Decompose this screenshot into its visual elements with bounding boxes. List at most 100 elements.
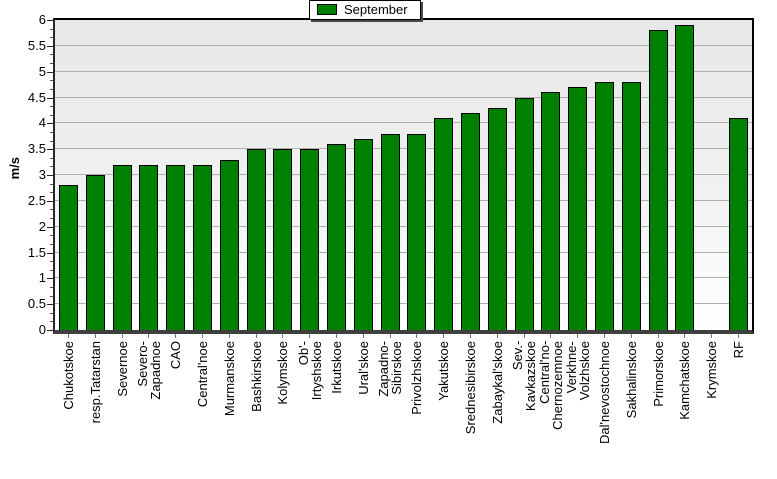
bar-primorskoe bbox=[648, 30, 668, 330]
y-tick-label: 3 bbox=[38, 167, 46, 182]
y-tick-mark bbox=[47, 72, 53, 73]
bar-central-noe bbox=[192, 164, 212, 330]
y-tick-mark bbox=[47, 175, 53, 176]
y-minor-tick-mark bbox=[50, 37, 53, 38]
y-tick-label: 3.5 bbox=[27, 141, 46, 157]
bar-kolymskoe bbox=[273, 149, 293, 330]
y-tick-mark bbox=[47, 20, 53, 21]
y-tick-mark bbox=[47, 278, 53, 279]
y-minor-tick-mark bbox=[50, 209, 53, 210]
bar-ural-skoe bbox=[353, 138, 373, 330]
y-tick-label: 0 bbox=[38, 322, 46, 337]
y-tick-mark bbox=[47, 201, 53, 202]
y-minor-tick-mark bbox=[50, 132, 53, 133]
gridline bbox=[55, 70, 752, 72]
y-minor-tick-mark bbox=[50, 218, 53, 219]
x-tick bbox=[443, 334, 445, 338]
gridline bbox=[55, 122, 752, 124]
gridline bbox=[55, 44, 752, 46]
y-minor-tick-mark bbox=[50, 261, 53, 262]
y-minor-tick-mark bbox=[50, 321, 53, 322]
y-minor-tick-mark bbox=[50, 235, 53, 236]
x-tick bbox=[389, 334, 391, 338]
gridline bbox=[55, 174, 752, 175]
y-tick-label: 5 bbox=[38, 63, 46, 79]
x-tick bbox=[121, 334, 123, 338]
bar-kamchatskoe bbox=[675, 25, 695, 330]
bar-central-no-chernozemnoe bbox=[541, 92, 561, 330]
x-tick bbox=[148, 334, 150, 338]
y-tick-label: 4 bbox=[38, 115, 46, 131]
y-minor-tick-mark bbox=[50, 166, 53, 167]
x-tick bbox=[711, 334, 713, 338]
bar-rf bbox=[729, 118, 749, 330]
y-tick-mark bbox=[47, 98, 53, 99]
x-tick bbox=[228, 334, 230, 338]
x-tick bbox=[523, 334, 525, 338]
y-tick-mark bbox=[47, 149, 53, 150]
y-minor-tick-mark bbox=[50, 63, 53, 64]
legend-label: September bbox=[344, 2, 408, 17]
bar-resp-tatarstan bbox=[85, 175, 105, 330]
x-tick bbox=[416, 334, 418, 338]
y-minor-tick-mark bbox=[50, 89, 53, 90]
bar-dal-nevostochnoe bbox=[595, 82, 615, 330]
y-tick-label: 2.5 bbox=[27, 192, 46, 208]
y-minor-tick-mark bbox=[50, 296, 53, 297]
x-tick bbox=[657, 334, 659, 338]
bar-yakutskoe bbox=[434, 118, 454, 330]
bar-sakhalinskoe bbox=[621, 82, 641, 330]
bar-privolzhskoe bbox=[407, 133, 427, 330]
plot-area bbox=[53, 18, 754, 334]
y-tick-mark bbox=[47, 253, 53, 254]
x-label-rf: RF bbox=[717, 341, 761, 358]
bar-cao bbox=[166, 164, 186, 330]
bar-bashkirskoe bbox=[246, 149, 266, 330]
x-tick bbox=[550, 334, 552, 338]
y-minor-tick-mark bbox=[50, 244, 53, 245]
y-tick-label: 4.5 bbox=[27, 89, 46, 105]
bar-verkhne-volzhskoe bbox=[568, 87, 588, 330]
gridline bbox=[55, 199, 752, 201]
x-axis: Chukotskoe resp.Tatarstan Severnoe Severo- … bbox=[55, 334, 752, 479]
bar-murmanskoe bbox=[219, 159, 239, 330]
bar-srednesibirskoe bbox=[461, 113, 481, 330]
x-tick bbox=[282, 334, 284, 338]
y-minor-tick-mark bbox=[50, 313, 53, 314]
y-tick-mark bbox=[47, 227, 53, 228]
y-minor-tick-mark bbox=[50, 184, 53, 185]
gridline bbox=[55, 148, 752, 150]
bar-zapadno-sibirskoe bbox=[380, 133, 400, 330]
x-tick bbox=[94, 334, 96, 338]
y-minor-tick-mark bbox=[50, 29, 53, 30]
y-minor-tick-mark bbox=[50, 287, 53, 288]
bar-severo-zapadnoe bbox=[139, 164, 159, 330]
y-tick-mark bbox=[47, 330, 53, 331]
bar-sev-kavkazskoe bbox=[514, 97, 534, 330]
x-tick bbox=[496, 334, 498, 338]
y-minor-tick-mark bbox=[50, 158, 53, 159]
x-tick bbox=[255, 334, 257, 338]
y-tick-label: 1 bbox=[38, 270, 46, 286]
gridline bbox=[55, 225, 752, 227]
x-tick bbox=[309, 334, 311, 338]
x-label-text: RF bbox=[731, 341, 747, 359]
y-minor-tick-mark bbox=[50, 80, 53, 81]
legend-swatch-icon bbox=[317, 4, 337, 15]
gridline bbox=[55, 96, 752, 98]
x-tick bbox=[362, 334, 364, 338]
y-tick-label: 1.5 bbox=[27, 244, 46, 260]
y-tick-label: 2 bbox=[38, 218, 46, 234]
y-minor-tick-mark bbox=[50, 270, 53, 271]
gridline bbox=[55, 277, 752, 279]
y-minor-tick-mark bbox=[50, 54, 53, 55]
x-tick bbox=[201, 334, 203, 338]
x-tick bbox=[335, 334, 337, 338]
y-minor-tick-mark bbox=[50, 115, 53, 116]
bar-ob-irtyshskoe bbox=[300, 149, 320, 330]
legend: September bbox=[309, 0, 421, 20]
bar-zabaykal-skoe bbox=[487, 107, 507, 330]
bar-chukotskoe bbox=[58, 185, 78, 330]
